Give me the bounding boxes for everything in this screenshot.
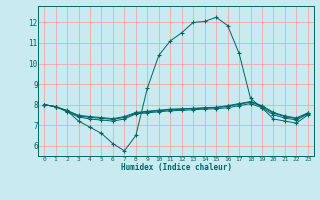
X-axis label: Humidex (Indice chaleur): Humidex (Indice chaleur) bbox=[121, 163, 231, 172]
